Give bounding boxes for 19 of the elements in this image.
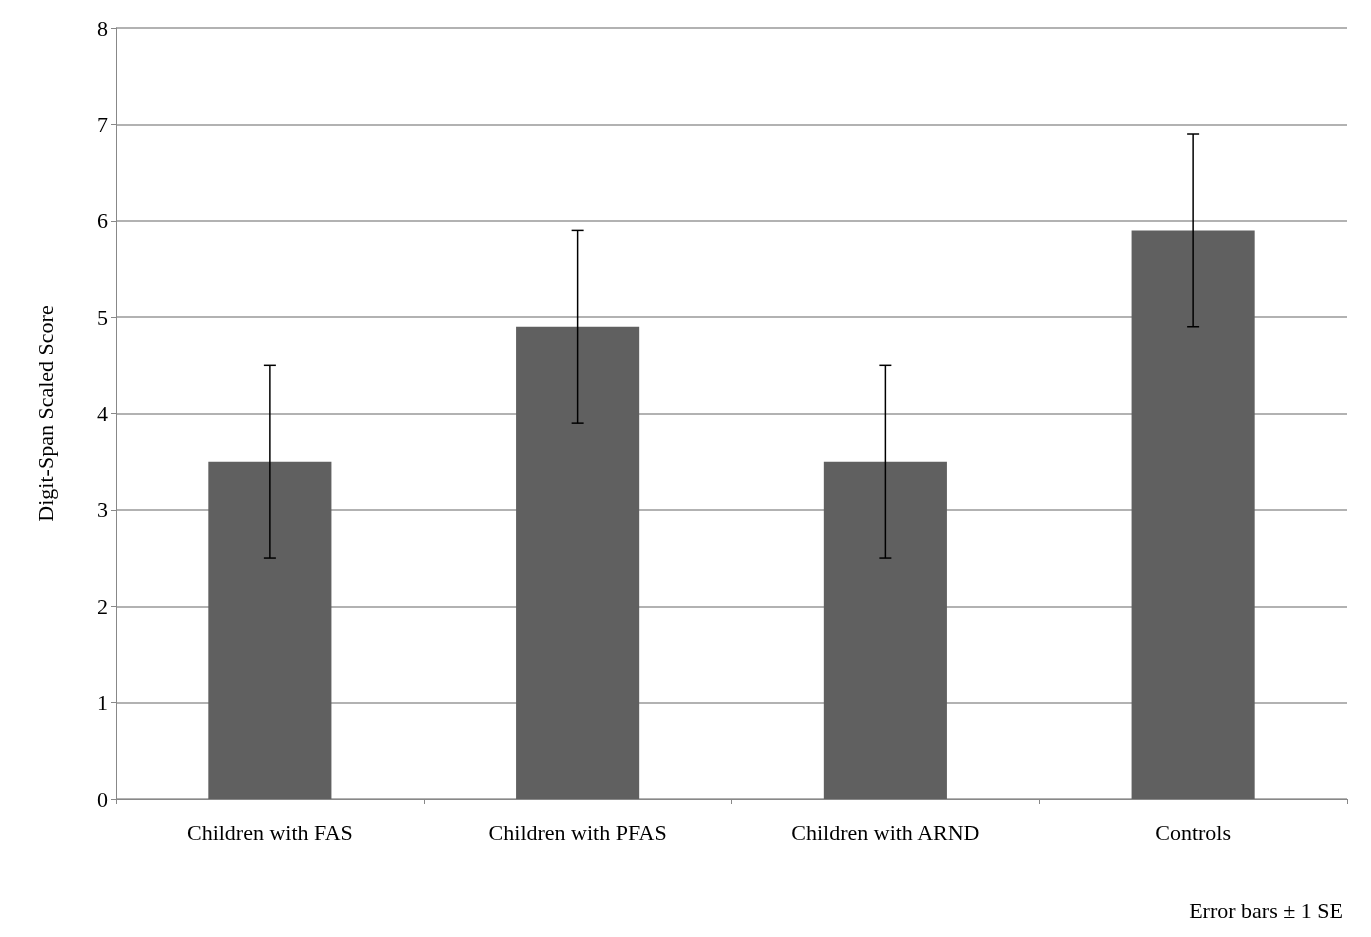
y-tick-label: 2 — [97, 593, 108, 619]
y-tick-label: 7 — [97, 111, 108, 137]
bar — [823, 461, 947, 799]
y-tick-label: 1 — [97, 690, 108, 716]
x-tick-label: Children with PFAS — [488, 819, 667, 845]
x-tick-label: Children with ARND — [791, 819, 980, 845]
y-tick-label: 3 — [97, 497, 108, 523]
y-tick-label: 8 — [97, 15, 108, 41]
y-axis-title: Digit-Span Scaled Score — [32, 305, 58, 522]
y-tick-label: 4 — [97, 401, 108, 426]
bar — [1131, 230, 1255, 799]
bar — [516, 326, 640, 799]
x-tick-label: Controls — [1155, 819, 1232, 845]
y-tick-label: 6 — [97, 208, 108, 234]
x-tick-label: Children with FAS — [186, 819, 353, 845]
text: Error bars ± 1 SE — [1189, 897, 1344, 923]
y-tick-label: 0 — [97, 786, 108, 812]
bar — [208, 461, 332, 799]
y-tick-label: 5 — [97, 304, 108, 330]
